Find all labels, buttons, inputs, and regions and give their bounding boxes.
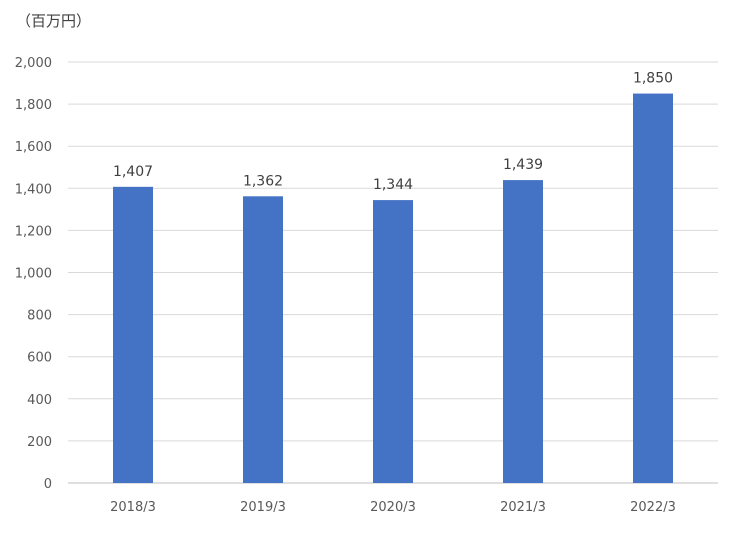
y-tick-label: 1,400 bbox=[15, 182, 52, 197]
data-label: 1,439 bbox=[503, 157, 543, 173]
bar bbox=[633, 93, 673, 483]
x-tick-label: 2021/3 bbox=[500, 500, 546, 515]
x-tick-label: 2019/3 bbox=[240, 500, 286, 515]
y-tick-label: 0 bbox=[44, 477, 52, 492]
data-label: 1,850 bbox=[633, 71, 673, 87]
bar bbox=[373, 200, 413, 483]
y-tick-label: 200 bbox=[27, 435, 52, 450]
y-tick-label: 2,000 bbox=[15, 56, 52, 71]
data-label: 1,407 bbox=[113, 164, 153, 180]
y-tick-label: 400 bbox=[27, 393, 52, 408]
x-tick-label: 2022/3 bbox=[630, 500, 676, 515]
x-axis-ticks: 2018/3 2019/3 2020/3 2021/3 2022/3 bbox=[110, 500, 676, 515]
y-tick-label: 800 bbox=[27, 309, 52, 324]
bar bbox=[503, 180, 543, 483]
bars bbox=[113, 93, 673, 483]
data-labels: 1,407 1,362 1,344 1,439 1,850 bbox=[113, 71, 673, 194]
bar bbox=[113, 186, 153, 483]
y-axis-ticks: 0 200 400 600 800 1,000 1,200 1,400 1,600 1,800 2,… bbox=[15, 56, 52, 492]
data-label: 1,344 bbox=[373, 177, 413, 193]
bar bbox=[243, 196, 283, 483]
y-tick-label: 1,200 bbox=[15, 224, 52, 239]
y-tick-label: 1,600 bbox=[15, 140, 52, 155]
x-tick-label: 2020/3 bbox=[370, 500, 416, 515]
unit-label: （百万円） bbox=[16, 12, 92, 30]
y-tick-label: 1,000 bbox=[15, 267, 52, 282]
data-label: 1,362 bbox=[243, 173, 283, 189]
y-tick-label: 1,800 bbox=[15, 98, 52, 113]
x-tick-label: 2018/3 bbox=[110, 500, 156, 515]
y-tick-label: 600 bbox=[27, 351, 52, 366]
